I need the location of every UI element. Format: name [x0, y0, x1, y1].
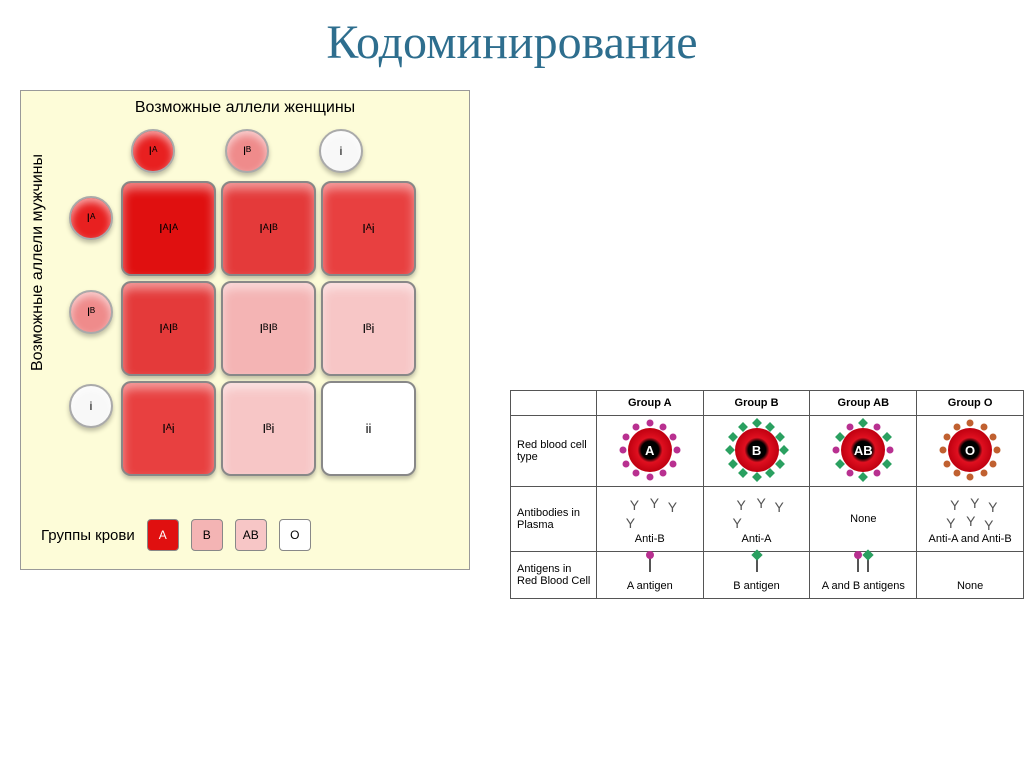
rbc-cell: O	[917, 416, 1024, 487]
punnett-cell: Iᴬi	[121, 381, 216, 476]
antibody-cell: YYYYAnti-A	[703, 487, 810, 552]
legend-square: A	[147, 519, 179, 551]
legend-square: O	[279, 519, 311, 551]
antibody-label: Anti-A and Anti-B	[921, 533, 1019, 545]
antigen-cell: A antigen	[596, 552, 703, 599]
punnett-cell: IᴬIᴬ	[121, 181, 216, 276]
punnett-cell: Iᴬi	[321, 181, 416, 276]
allele-circle: Iᴮ	[69, 290, 113, 334]
allele-circle: i	[319, 129, 363, 173]
punnett-col-headers: Iᴬ Iᴮ i	[131, 129, 363, 173]
antibody-cell: YYYYYYAnti-A and Anti-B	[917, 487, 1024, 552]
table-column-header: Group O	[917, 391, 1024, 416]
table-column-header: Group AB	[810, 391, 917, 416]
allele-circle: i	[69, 384, 113, 428]
punnett-panel: Возможные аллели женщины Возможные аллел…	[20, 90, 470, 570]
table-column-header: Group A	[596, 391, 703, 416]
punnett-cell: IᴬIᴮ	[221, 181, 316, 276]
punnett-cell: ii	[321, 381, 416, 476]
antigen-cell: None	[917, 552, 1024, 599]
allele-circle: Iᴮ	[225, 129, 269, 173]
page-title: Кодоминирование	[0, 0, 1024, 70]
antibody-label: None	[814, 513, 912, 525]
punnett-cell: Iᴮi	[321, 281, 416, 376]
legend-square: AB	[235, 519, 267, 551]
row-header: Antibodies in Plasma	[511, 487, 597, 552]
rbc-cell: AB	[810, 416, 917, 487]
antibody-label: Anti-B	[601, 533, 699, 545]
antibody-label: Anti-A	[708, 533, 806, 545]
table-column-header: Group B	[703, 391, 810, 416]
allele-circle: Iᴬ	[131, 129, 175, 173]
punnett-cell: Iᴮi	[221, 381, 316, 476]
punnett-cell: IᴮIᴮ	[221, 281, 316, 376]
blood-type-table: Group AGroup BGroup ABGroup O Red blood …	[510, 390, 1024, 599]
punnett-row-headers: Iᴬ Iᴮ i	[69, 196, 113, 428]
antigen-cell: B antigen	[703, 552, 810, 599]
antigen-label: A antigen	[601, 580, 699, 592]
punnett-side-label: Возможные аллели мужчины	[29, 154, 47, 371]
antibody-cell: YYYYAnti-B	[596, 487, 703, 552]
antibody-cell: None	[810, 487, 917, 552]
row-header: Red blood cell type	[511, 416, 597, 487]
rbc-cell: A	[596, 416, 703, 487]
punnett-cell: IᴬIᴮ	[121, 281, 216, 376]
punnett-grid: IᴬIᴬIᴬIᴮIᴬiIᴬIᴮIᴮIᴮIᴮiIᴬiIᴮiii	[121, 181, 416, 476]
antigen-label: B antigen	[708, 580, 806, 592]
blood-group-legend: Группы крови AB AB O	[41, 519, 311, 551]
antigen-cell: A and B antigens	[810, 552, 917, 599]
allele-circle: Iᴬ	[69, 196, 113, 240]
punnett-top-label: Возможные аллели женщины	[21, 91, 469, 117]
antigen-label: None	[921, 580, 1019, 592]
row-header: Antigens in Red Blood Cell	[511, 552, 597, 599]
rbc-cell: B	[703, 416, 810, 487]
legend-square: B	[191, 519, 223, 551]
antigen-label: A and B antigens	[814, 580, 912, 592]
legend-label: Группы крови	[41, 527, 135, 544]
